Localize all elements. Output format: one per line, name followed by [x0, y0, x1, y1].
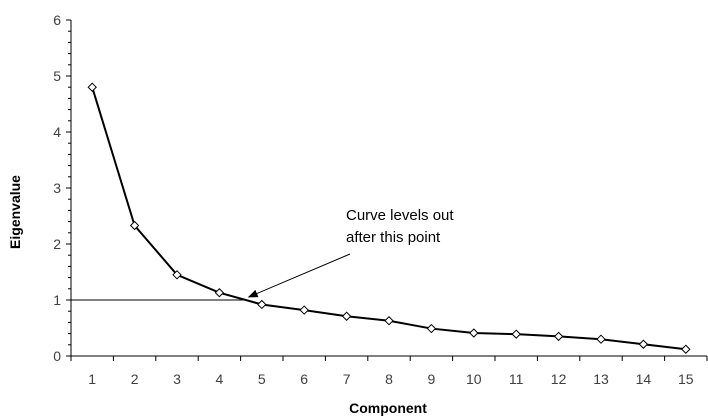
data-point [553, 331, 564, 342]
data-point [129, 220, 140, 231]
annotation: Curve levels out after this point [247, 207, 454, 298]
data-point [638, 339, 649, 349]
x-tick-label: 1 [88, 371, 96, 387]
x-tick-label: 13 [593, 371, 609, 387]
data-point [214, 288, 225, 298]
data-point-markers [87, 82, 691, 354]
x-tick-label: 11 [509, 371, 524, 387]
y-tick-label: 6 [53, 12, 61, 28]
y-axis: 0 1 2 3 4 5 6 [53, 12, 72, 364]
data-point [384, 316, 394, 326]
data-point [299, 305, 309, 315]
data-point [469, 328, 479, 338]
y-axis-title: Eigenvalue [7, 175, 23, 249]
data-point [257, 299, 267, 310]
x-tick-label: 6 [300, 371, 308, 387]
x-tick-label: 4 [216, 371, 224, 387]
x-axis: 1 2 3 4 5 6 7 8 9 10 11 12 13 14 15 [70, 355, 708, 387]
y-tick-label: 0 [53, 348, 61, 364]
x-tick-label: 3 [173, 371, 181, 387]
x-tick-label: 9 [428, 371, 436, 387]
y-tick-label: 4 [53, 124, 61, 140]
data-point [596, 334, 606, 344]
data-point [341, 311, 352, 321]
x-tick-label: 14 [636, 371, 652, 387]
x-tick-label: 12 [551, 371, 567, 387]
data-point [681, 344, 691, 354]
y-tick-label: 3 [53, 180, 61, 196]
x-tick-label: 8 [385, 371, 393, 387]
x-tick-label: 2 [131, 371, 139, 387]
data-point [172, 270, 182, 280]
data-point [87, 82, 97, 92]
annotation-arrow [247, 253, 351, 298]
data-point [426, 323, 437, 334]
y-tick-label: 2 [53, 236, 61, 252]
annotation-line-2: after this point [346, 229, 441, 246]
x-axis-title: Component [349, 400, 427, 416]
y-tick-label: 5 [53, 68, 61, 84]
data-point [511, 329, 521, 339]
annotation-line-1: Curve levels out [346, 207, 454, 224]
y-tick-label: 1 [53, 292, 61, 308]
x-tick-label: 5 [258, 371, 266, 387]
x-tick-label: 15 [678, 371, 694, 387]
x-tick-label: 7 [343, 371, 351, 387]
x-tick-label: 10 [466, 371, 482, 387]
